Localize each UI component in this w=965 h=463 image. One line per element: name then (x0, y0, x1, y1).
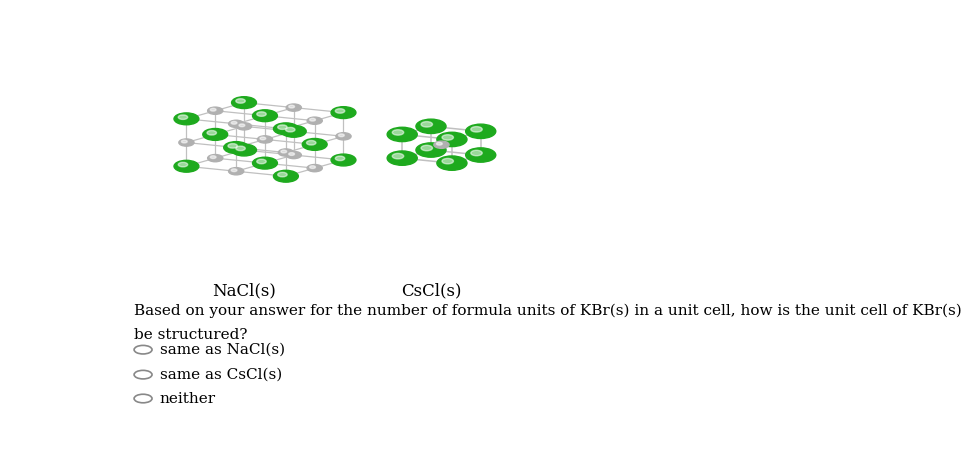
Circle shape (307, 164, 322, 172)
Circle shape (273, 170, 298, 182)
Circle shape (387, 127, 417, 142)
Circle shape (289, 105, 294, 108)
Circle shape (310, 119, 316, 121)
Circle shape (207, 107, 223, 114)
Circle shape (336, 133, 351, 140)
Circle shape (416, 143, 446, 157)
Circle shape (471, 150, 482, 156)
Circle shape (210, 108, 216, 111)
Circle shape (278, 172, 288, 177)
Circle shape (235, 146, 245, 150)
Circle shape (287, 104, 301, 111)
Circle shape (302, 138, 327, 150)
Circle shape (471, 126, 482, 132)
Circle shape (335, 109, 345, 113)
Circle shape (179, 139, 194, 146)
Circle shape (331, 106, 356, 119)
Circle shape (421, 122, 432, 127)
Circle shape (258, 136, 272, 143)
Circle shape (257, 112, 266, 116)
Circle shape (181, 140, 187, 143)
Circle shape (282, 125, 306, 137)
Circle shape (260, 137, 265, 140)
Circle shape (466, 148, 496, 162)
Circle shape (434, 141, 449, 148)
Circle shape (203, 129, 228, 140)
Circle shape (392, 153, 403, 159)
Circle shape (228, 144, 237, 148)
Circle shape (387, 151, 417, 165)
Text: CsCl(s): CsCl(s) (400, 282, 461, 299)
Text: Based on your answer for the number of formula units of KBr(s) in a unit cell, h: Based on your answer for the number of f… (134, 303, 965, 318)
Circle shape (207, 131, 216, 135)
Circle shape (335, 156, 345, 161)
Circle shape (278, 125, 288, 130)
Circle shape (257, 159, 266, 164)
Circle shape (232, 121, 237, 124)
Circle shape (331, 154, 356, 166)
Circle shape (207, 155, 223, 162)
Circle shape (421, 145, 432, 151)
Circle shape (229, 168, 244, 175)
Circle shape (307, 140, 316, 145)
Circle shape (278, 149, 293, 156)
Text: NaCl(s): NaCl(s) (212, 282, 276, 299)
Circle shape (232, 144, 257, 156)
Circle shape (174, 113, 199, 125)
Text: same as CsCl(s): same as CsCl(s) (159, 368, 282, 382)
Circle shape (273, 123, 298, 135)
Circle shape (287, 151, 301, 159)
Circle shape (232, 97, 257, 108)
Circle shape (392, 130, 403, 135)
Circle shape (281, 150, 287, 153)
Circle shape (437, 132, 467, 147)
Circle shape (307, 117, 322, 125)
Circle shape (437, 156, 467, 170)
Text: neither: neither (159, 392, 215, 406)
Circle shape (235, 99, 245, 103)
Circle shape (339, 134, 345, 137)
Circle shape (236, 123, 252, 130)
Circle shape (442, 135, 454, 140)
Circle shape (229, 120, 244, 127)
Circle shape (416, 119, 446, 133)
Text: same as NaCl(s): same as NaCl(s) (159, 343, 285, 357)
Circle shape (286, 127, 295, 132)
Circle shape (174, 160, 199, 172)
Circle shape (289, 153, 294, 156)
Circle shape (436, 142, 442, 145)
Circle shape (179, 115, 187, 119)
Circle shape (466, 124, 496, 138)
Circle shape (210, 156, 216, 158)
Circle shape (253, 157, 277, 169)
Circle shape (310, 166, 316, 169)
Circle shape (224, 142, 249, 153)
Circle shape (253, 110, 277, 122)
Circle shape (239, 124, 245, 127)
Circle shape (232, 169, 237, 172)
Circle shape (442, 158, 454, 164)
Circle shape (179, 163, 187, 167)
Text: be structured?: be structured? (134, 328, 248, 342)
